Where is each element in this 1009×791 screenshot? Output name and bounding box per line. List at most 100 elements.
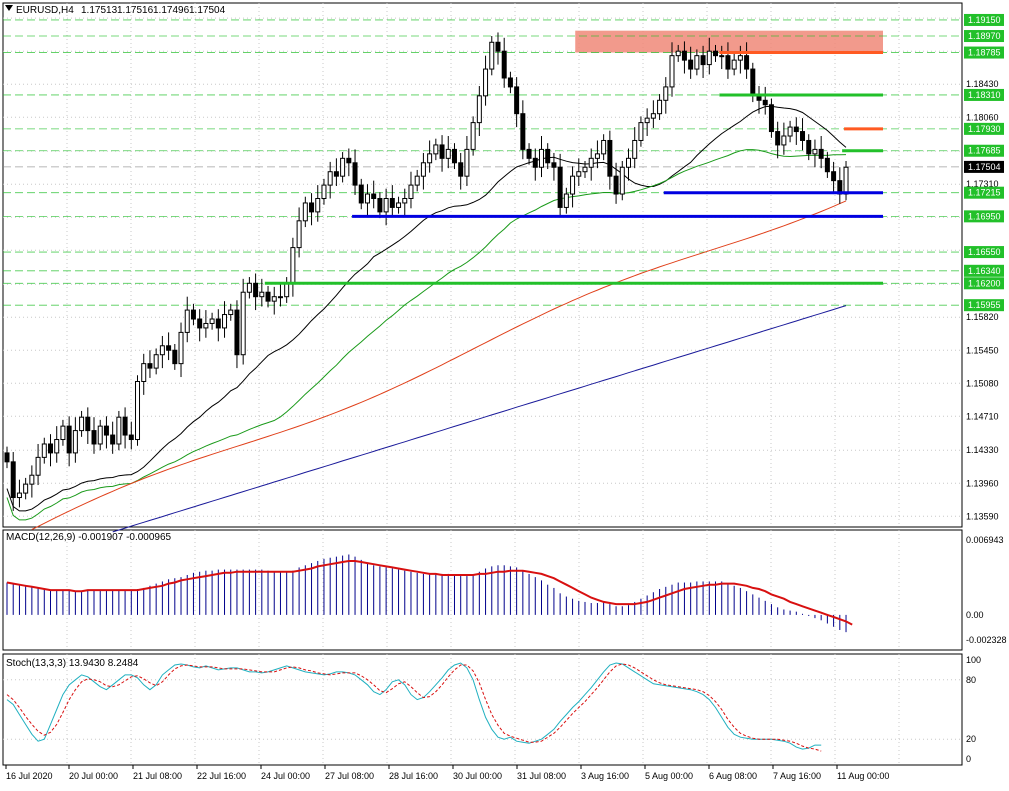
- candle-bear: [750, 68, 756, 97]
- candle-bear: [166, 345, 172, 351]
- candle-bull: [644, 117, 650, 124]
- chart-header: EURUSD,H4 1.17513 1.17516 1.17496 1.1750…: [5, 5, 226, 16]
- ma-blue-line: [112, 305, 847, 533]
- candle-bear: [265, 291, 271, 302]
- stoch-indicator: [3, 662, 962, 752]
- price-label-text: 1.18785: [968, 48, 1001, 58]
- stoch-tick-label: 20: [966, 734, 976, 744]
- price-label-text: 1.17215: [968, 188, 1001, 198]
- candle-bull: [650, 113, 656, 119]
- price-label-badge: [964, 30, 1004, 43]
- candlesticks: [4, 32, 849, 511]
- candle-bull: [60, 425, 66, 441]
- candle-bear: [495, 41, 501, 52]
- candle-bull: [159, 345, 165, 356]
- candle-bear: [545, 148, 551, 164]
- candle-bear: [66, 425, 72, 454]
- time-tick-label: 27 Jul 08:00: [325, 771, 374, 781]
- candle-bear: [688, 59, 694, 70]
- macd-title: MACD(12,26,9) -0.001907 -0.000965: [6, 532, 172, 543]
- candle-bull: [178, 331, 184, 365]
- candle-bear: [526, 148, 532, 159]
- horizontal-levels[interactable]: [264, 51, 883, 285]
- candle-bear: [501, 50, 507, 79]
- candle-bear: [458, 162, 464, 177]
- candle-bear: [91, 430, 97, 445]
- price-label-badge: [964, 210, 1004, 223]
- candle-bull: [632, 139, 638, 159]
- time-axis: 16 Jul 2020 20 Jul 00:00 21 Jul 08:00 22 Ju…: [5, 765, 889, 781]
- time-tick-label: 28 Jul 16:00: [389, 771, 438, 781]
- candle-bull: [619, 166, 625, 195]
- candle-bull: [427, 153, 433, 164]
- time-tick-label: 5 Aug 00:00: [645, 771, 693, 781]
- stoch-grid: [66, 654, 900, 765]
- candle-bear: [215, 318, 221, 329]
- time-tick-label: 22 Jul 16:00: [197, 771, 246, 781]
- candle-bear: [85, 416, 91, 432]
- candle-bear: [775, 131, 781, 146]
- candle-bull: [601, 139, 607, 155]
- candle-bull: [79, 416, 85, 432]
- price-tick-label: 1.14710: [966, 411, 999, 421]
- macd-signal-line: [6, 560, 853, 626]
- candle-bear: [439, 144, 445, 159]
- candle-bear: [557, 166, 563, 208]
- candle-bull: [141, 363, 147, 382]
- resistance-zone: [575, 30, 883, 53]
- candle-bull: [364, 193, 370, 204]
- candle-bull: [420, 162, 426, 177]
- moving-averages: [6, 105, 847, 533]
- candle-bull: [315, 197, 321, 213]
- candle-bull: [383, 197, 389, 213]
- candle-bull: [246, 282, 252, 293]
- candle-bull: [433, 144, 439, 155]
- ma-green-line: [6, 149, 847, 521]
- candle-bull: [737, 55, 743, 61]
- price-tick-label: 1.13960: [966, 478, 999, 488]
- candle-bear: [514, 86, 520, 115]
- price-label-badge: [964, 160, 1004, 173]
- candle-bull: [582, 166, 588, 173]
- price-label-badge: [964, 277, 1004, 290]
- ma-red-line: [31, 200, 847, 530]
- candle-bull: [97, 425, 103, 445]
- candle-bear: [234, 309, 240, 356]
- candle-bull: [16, 492, 22, 499]
- candle-bear: [551, 162, 557, 168]
- stoch-tick-label: 0: [966, 754, 971, 764]
- price-label-badge: [964, 299, 1004, 312]
- stoch-signal-line: [6, 663, 822, 752]
- candle-bear: [333, 171, 339, 177]
- ma-black-line: [6, 105, 847, 512]
- macd-tick-label: 0.00: [966, 610, 984, 620]
- candle-bear: [352, 162, 358, 186]
- price-tick-label: 1.15820: [966, 312, 999, 322]
- candle-bear: [818, 148, 824, 159]
- candle-bull: [563, 193, 569, 208]
- symbol-arrow-icon: [5, 5, 13, 11]
- candle-bear: [451, 148, 457, 164]
- candle-bear: [172, 349, 178, 365]
- candle-bull: [296, 220, 302, 249]
- candle-bull: [29, 474, 35, 485]
- candle-bull: [669, 55, 675, 88]
- candle-bull: [663, 86, 669, 101]
- candle-bear: [713, 50, 719, 57]
- price-label-text: 1.18970: [968, 31, 1001, 41]
- price-label-text: 1.17930: [968, 124, 1001, 134]
- price-label-badge: [964, 122, 1004, 135]
- candle-bear: [122, 416, 128, 436]
- candle-bull: [414, 175, 420, 186]
- time-tick-label: 6 Aug 08:00: [709, 771, 757, 781]
- price-label-text: 1.19150: [968, 15, 1001, 25]
- price-label-badge: [964, 186, 1004, 199]
- stoch-axis: 100 80 20 0: [966, 655, 981, 764]
- price-label-text: 1.15955: [968, 300, 1001, 310]
- resistance-zone-group: [575, 30, 883, 53]
- candle-bull: [240, 291, 246, 356]
- candle-bear: [147, 363, 153, 369]
